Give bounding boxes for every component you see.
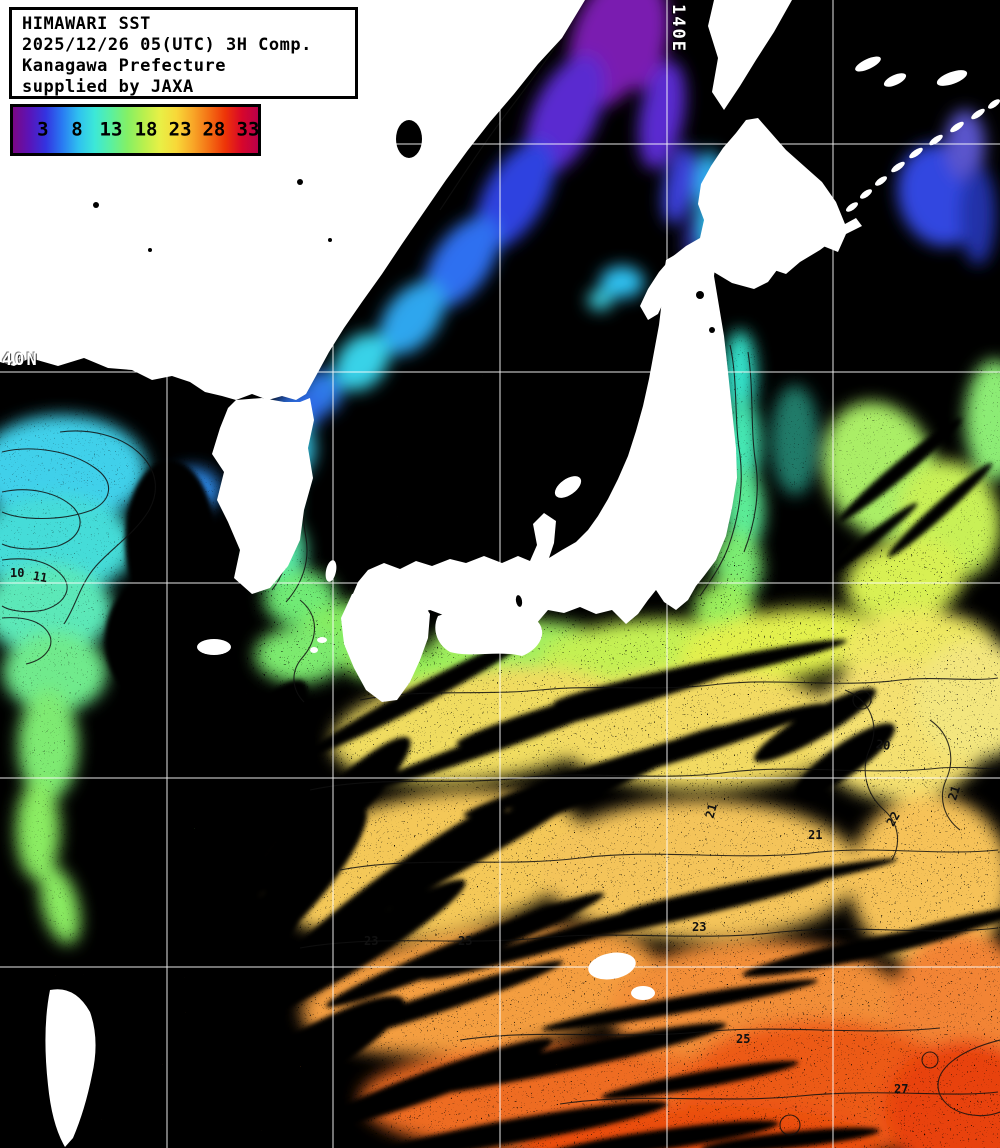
cloud-patch (588, 952, 636, 980)
colorbar-tick: 23 (168, 118, 192, 141)
contour-value-label: 23 (364, 934, 379, 948)
contour-value-label: 27 (894, 1082, 909, 1096)
cloud-patch (631, 986, 655, 1000)
contour-value-label: 21 (808, 828, 823, 842)
land-kuril-islands (846, 56, 1000, 212)
contour-value-label: 23 (458, 934, 473, 948)
inland-water (93, 59, 715, 607)
land-hokkaido (640, 118, 862, 320)
colorbar-tick: 33 (236, 118, 260, 141)
land-korea (212, 398, 314, 594)
contour-value-label: 20 (875, 737, 892, 753)
land-taiwan (45, 989, 96, 1147)
land-sakhalin (708, 0, 792, 110)
colorbar-tick: 8 (71, 118, 83, 141)
colorbar-tick: 28 (202, 118, 226, 141)
land-continent (0, 0, 585, 400)
land-sado (554, 476, 582, 498)
colorbar-tick: 13 (99, 118, 123, 141)
title-box: HIMAWARI SST 2025/12/26 05(UTC) 3H Comp.… (9, 7, 358, 99)
colorbar-tick: 3 (37, 118, 49, 141)
land-shikoku (435, 609, 543, 656)
contour-value-label: 23 (692, 920, 707, 934)
longitude-label-140e: 140E (668, 4, 688, 53)
title-datetime: 2025/12/26 05(UTC) 3H Comp. (22, 35, 312, 55)
contour-value-label: 25 (736, 1032, 751, 1046)
land-honshu (352, 250, 737, 652)
contour-value-label: 11 (31, 568, 49, 586)
latitude-label-40n: 40N (2, 350, 39, 370)
title-credit: supplied by JAXA (22, 77, 194, 97)
title-product: HIMAWARI SST (22, 14, 151, 34)
land-kunashiri (774, 232, 836, 274)
contour-value-label: 10 (10, 566, 25, 580)
land-kyushu (341, 588, 430, 702)
colorbar-tick: 18 (134, 118, 158, 141)
land-tsushima (325, 560, 337, 582)
land-jeju (197, 639, 231, 655)
temperature-colorbar: 3 8 13 18 23 28 33 (10, 104, 261, 156)
title-prefecture: Kanagawa Prefecture (22, 56, 226, 76)
colorbar-gradient (13, 107, 258, 153)
